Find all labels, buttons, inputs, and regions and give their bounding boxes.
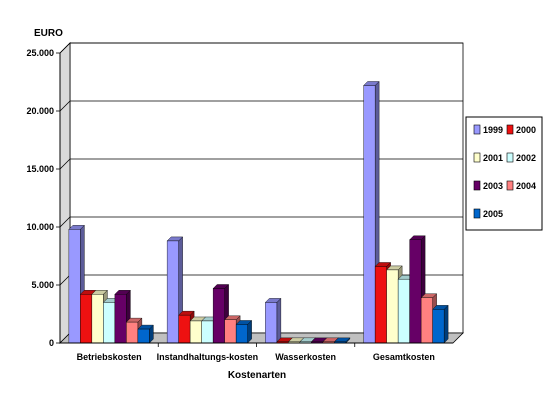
legend-item: 1999 <box>473 124 503 135</box>
plot-side-wall <box>59 42 71 344</box>
gridline-side <box>59 42 71 54</box>
legend-label: 2005 <box>483 209 503 219</box>
chart-bars <box>68 80 449 344</box>
y-tick-label: 20.000 <box>26 106 54 116</box>
legend-label: 2004 <box>516 181 536 191</box>
y-tick-label: 5.000 <box>31 280 54 290</box>
legend-swatch <box>473 152 481 163</box>
legend-item: 2003 <box>473 180 503 191</box>
chart-legend: 1999 2000 2001 2002 2003 2004 2005 <box>465 116 543 231</box>
legend-item: 2005 <box>473 208 503 219</box>
chart-axes: 0 5.000 10.000 15.000 20.000 25.000 Betriebsko… <box>26 48 453 362</box>
y-axis-label: EURO <box>34 28 63 39</box>
legend-label: 2003 <box>483 181 503 191</box>
gridline-side <box>59 216 71 228</box>
gridline-side <box>59 100 71 112</box>
legend-item: 2004 <box>506 180 536 191</box>
legend-label: 2000 <box>516 125 536 135</box>
bar <box>432 304 449 344</box>
gridline-side <box>59 274 71 286</box>
bar <box>235 319 253 344</box>
legend-item: 2001 <box>473 152 503 163</box>
x-tick-label: Gesamtkosten <box>373 352 435 362</box>
legend-label: 2002 <box>516 153 536 163</box>
bar <box>137 324 154 344</box>
x-tick-label: Instandhaltungs-kosten <box>157 352 259 362</box>
y-tick-label: 25.000 <box>26 48 54 58</box>
bar <box>264 297 282 344</box>
legend-swatch <box>506 180 514 191</box>
chart-grid <box>59 42 464 344</box>
legend-swatch <box>473 208 481 219</box>
y-tick-label: 15.000 <box>26 164 54 174</box>
legend-label: 2001 <box>483 153 503 163</box>
legend-swatch <box>473 124 481 135</box>
legend-swatch <box>506 152 514 163</box>
legend-swatch <box>473 180 481 191</box>
y-tick-label: 0 <box>49 338 54 348</box>
legend-item: 2002 <box>506 152 536 163</box>
legend-swatch <box>506 124 514 135</box>
gridline-side <box>59 158 71 170</box>
legend-label: 1999 <box>483 125 503 135</box>
x-tick-label: Betriebskosten <box>77 352 142 362</box>
y-tick-label: 10.000 <box>26 222 54 232</box>
legend-item: 2000 <box>506 124 536 135</box>
x-axis-label: Kostenarten <box>228 370 286 381</box>
x-tick-label: Wasserkosten <box>275 352 336 362</box>
bar <box>333 337 351 344</box>
